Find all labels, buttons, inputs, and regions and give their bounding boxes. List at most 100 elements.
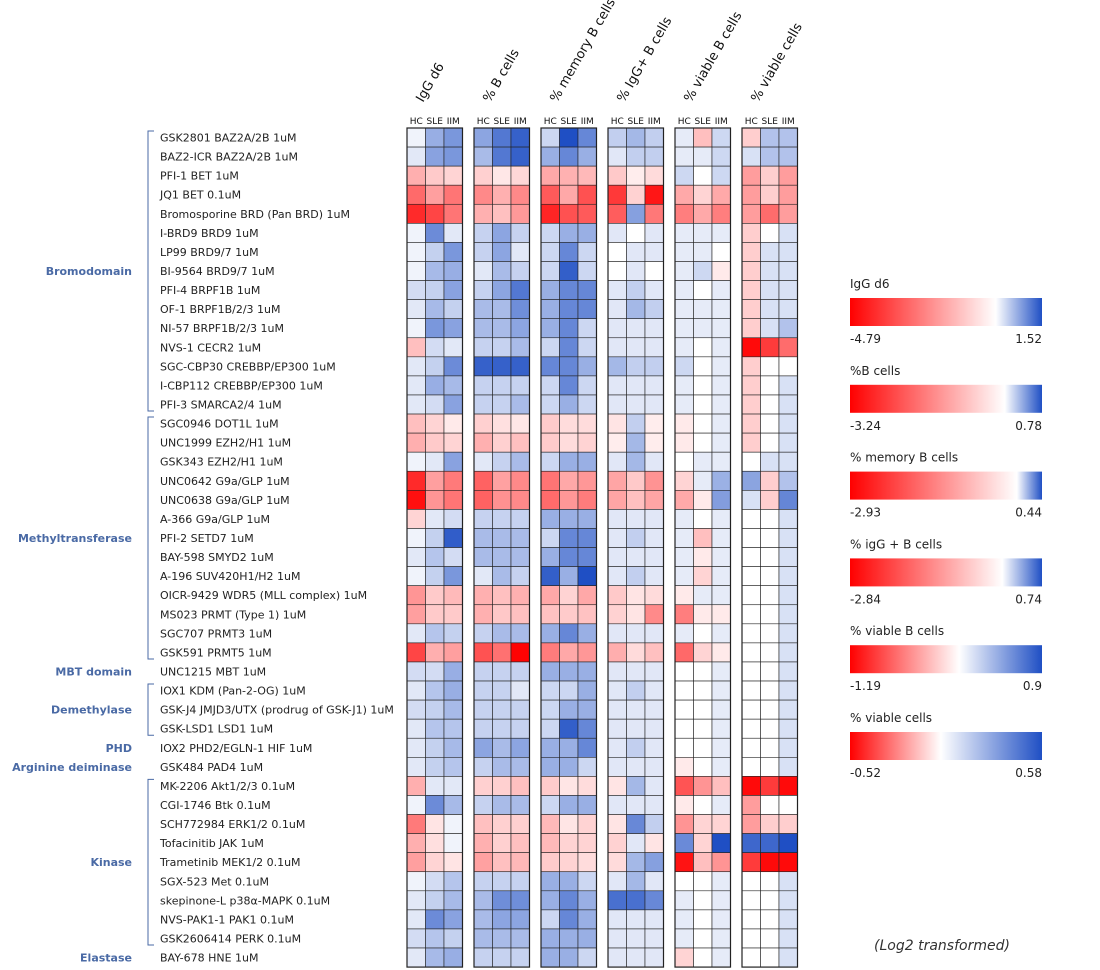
- heatmap-cell: [540, 432, 560, 453]
- heatmap-cell: [760, 261, 780, 281]
- heatmap-cell: [577, 776, 597, 796]
- heatmap-cell: [473, 585, 493, 606]
- heatmap-cell: [644, 585, 664, 606]
- heatmap-cell: [693, 909, 713, 930]
- heatmap-cell: [443, 776, 463, 796]
- heatmap-cell: [510, 490, 530, 510]
- heatmap-cell: [425, 146, 445, 167]
- heatmap-cell: [559, 852, 579, 873]
- legend-max-label: 1.52: [1015, 332, 1042, 346]
- heatmap-cell: [741, 394, 761, 415]
- category-label: Demethylase: [51, 704, 132, 717]
- row-label: SGC-CBP30 CREBBP/EP300 1uM: [160, 360, 336, 373]
- heatmap-cell: [510, 223, 530, 243]
- group-label: IIM: [581, 117, 594, 127]
- heatmap-cell: [425, 757, 445, 777]
- heatmap-cell: [674, 795, 694, 815]
- heatmap-cell: [492, 184, 512, 205]
- heatmap-cell: [607, 490, 627, 510]
- heatmap-cell: [644, 127, 664, 148]
- heatmap-cell: [741, 718, 761, 739]
- heatmap-cell: [778, 737, 798, 758]
- category-label: Arginine deiminase: [12, 761, 132, 774]
- heatmap-cell: [760, 356, 780, 377]
- heatmap-cell: [577, 223, 597, 243]
- heatmap-cell: [644, 375, 664, 396]
- heatmap-cell: [674, 909, 694, 930]
- heatmap-cell: [443, 413, 463, 434]
- category-label: MBT domain: [55, 665, 132, 678]
- heatmap-cell: [473, 604, 493, 625]
- heatmap-cell: [443, 299, 463, 320]
- heatmap-cell: [693, 165, 713, 186]
- heatmap-cell: [406, 490, 426, 510]
- heatmap-cell: [644, 470, 664, 491]
- heatmap-cell: [540, 604, 560, 625]
- group-label: IIM: [782, 117, 795, 127]
- heatmap-cell: [540, 356, 560, 377]
- heatmap-cell: [711, 737, 731, 758]
- heatmap-cell: [492, 871, 512, 892]
- heatmap-cell: [741, 852, 761, 873]
- heatmap-cell: [644, 242, 664, 262]
- heatmap-cell: [711, 470, 731, 491]
- heatmap-cell: [540, 375, 560, 396]
- heatmap-cell: [626, 814, 646, 834]
- heatmap-cell: [607, 566, 627, 586]
- heatmap-cell: [425, 337, 445, 358]
- heatmap-cell: [510, 814, 530, 834]
- heatmap-cell: [626, 184, 646, 205]
- heatmap-cell: [644, 318, 664, 339]
- heatmap-cell: [674, 852, 694, 873]
- heatmap-cell: [607, 509, 627, 529]
- heatmap-cell: [492, 623, 512, 644]
- heatmap-cell: [711, 299, 731, 320]
- category-label: Bromodomain: [46, 265, 132, 278]
- heatmap-cell: [741, 795, 761, 815]
- heatmap-cell: [741, 203, 761, 224]
- heatmap-cell: [711, 890, 731, 911]
- heatmap-cell: [741, 146, 761, 167]
- heatmap-cell: [510, 718, 530, 739]
- heatmap-cell: [674, 394, 694, 415]
- heatmap-cell: [674, 451, 694, 472]
- heatmap-cell: [473, 451, 493, 472]
- heatmap-cell: [644, 642, 664, 663]
- heatmap-cell: [778, 528, 798, 548]
- heatmap-cell: [406, 737, 426, 758]
- heatmap-cell: [644, 833, 664, 853]
- heatmap-cell: [540, 184, 560, 205]
- heatmap-cell: [492, 680, 512, 701]
- heatmap-cell: [674, 223, 694, 243]
- heatmap-cell: [577, 394, 597, 415]
- heatmap-cell: [778, 490, 798, 510]
- heatmap-cell: [425, 909, 445, 930]
- row-label: SCH772984 ERK1/2 0.1uM: [160, 818, 305, 831]
- heatmap-cell: [406, 242, 426, 262]
- heatmap-cell: [711, 451, 731, 472]
- heatmap-cell: [674, 814, 694, 834]
- heatmap-cell: [559, 223, 579, 243]
- heatmap-cell: [607, 852, 627, 873]
- heatmap-cell: [559, 146, 579, 167]
- row-label: IOX1 KDM (Pan-2-OG) 1uM: [160, 685, 306, 698]
- legend-min-label: -0.52: [850, 766, 881, 780]
- heatmap-cell: [540, 871, 560, 892]
- heatmap-cell: [510, 146, 530, 167]
- heatmap-cell: [760, 470, 780, 491]
- heatmap-cell: [644, 490, 664, 510]
- heatmap-cell: [473, 146, 493, 167]
- heatmap-cell: [626, 585, 646, 606]
- heatmap-cell: [540, 318, 560, 339]
- heatmap-cell: [760, 509, 780, 529]
- heatmap-cell: [510, 528, 530, 548]
- heatmap-cell: [577, 242, 597, 262]
- heatmap-cell: [443, 184, 463, 205]
- heatmap-cell: [778, 642, 798, 663]
- heatmap-cell: [760, 604, 780, 625]
- heatmap-cell: [778, 509, 798, 529]
- heatmap-cell: [644, 699, 664, 720]
- group-label: SLE: [427, 117, 444, 127]
- heatmap-cell: [693, 299, 713, 320]
- heatmap-cell: [674, 356, 694, 377]
